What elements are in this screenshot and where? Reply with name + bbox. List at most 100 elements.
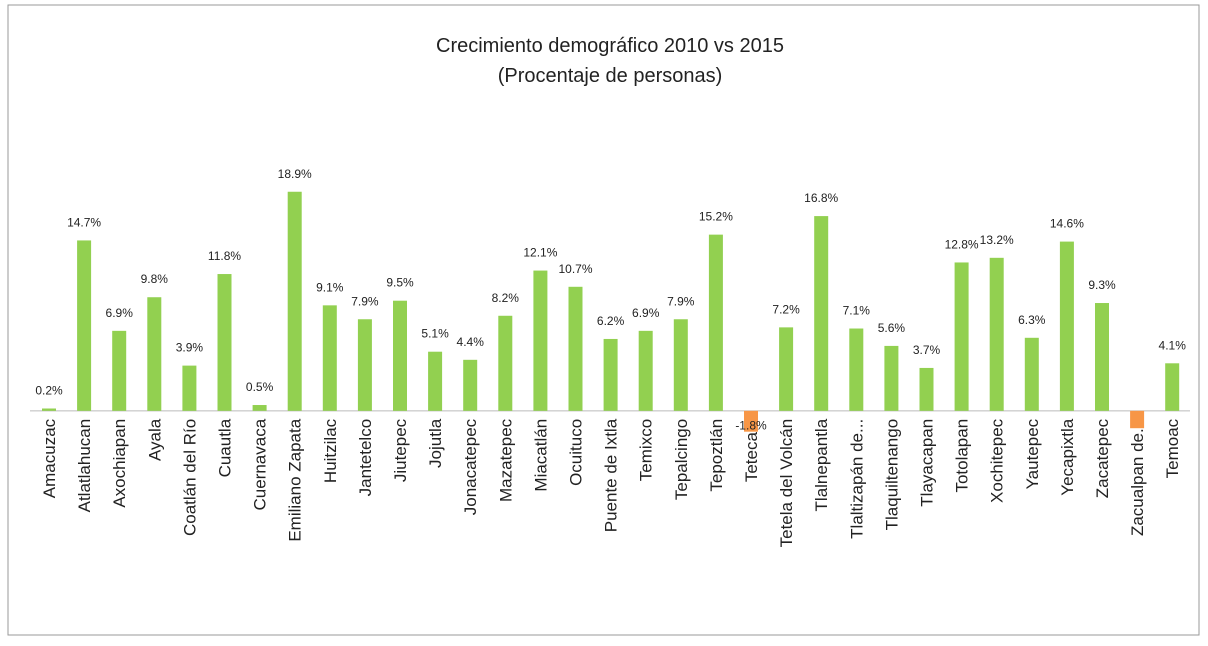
bar [112, 330, 127, 411]
x-tick-label: Tlaquiltenango [882, 419, 901, 531]
bar [603, 338, 618, 411]
data-label: 7.1% [843, 304, 871, 318]
x-tick-label: Yecapixtla [1058, 418, 1077, 495]
x-tick-label: Tetecala [742, 418, 761, 482]
data-label: 12.8% [945, 237, 979, 251]
x-tick-label: Yautepec [1023, 418, 1042, 489]
data-label: 6.9% [632, 306, 660, 320]
data-label: 8.2% [492, 291, 520, 305]
x-tick-label: Totolapan [953, 419, 972, 493]
data-label: 3.7% [913, 343, 941, 357]
x-tick-label: Cuernavaca [251, 418, 270, 510]
bar [357, 319, 372, 411]
x-tick-label: Xochitepec [988, 418, 1007, 503]
data-label: 11.8% [208, 249, 241, 263]
data-label: 14.7% [67, 215, 101, 229]
x-tick-label: Ayala [145, 418, 164, 461]
data-label: 9.1% [316, 280, 344, 294]
data-label: 0.5% [246, 380, 274, 394]
x-tick-label: Puente de Ixtla [602, 418, 621, 532]
x-tick-label: Ocuituco [567, 419, 586, 486]
data-label: 6.2% [597, 314, 625, 328]
x-tick-label: Temoac [1163, 418, 1182, 478]
bar [708, 234, 723, 411]
x-tick-label: Zacatepec [1093, 418, 1112, 498]
bar [814, 216, 829, 411]
x-tick-label: Jonacatepec [461, 418, 480, 515]
data-label: 7.9% [667, 294, 695, 308]
bar [1130, 410, 1145, 429]
bar [673, 319, 688, 411]
bar [463, 359, 478, 411]
bar [182, 365, 197, 411]
data-label: 16.8% [804, 191, 838, 205]
x-tick-label: Jantetelco [356, 419, 375, 497]
data-label: 12.1% [523, 246, 557, 260]
data-label: 4.1% [1159, 338, 1187, 352]
x-tick-label: Cuautla [216, 418, 235, 477]
x-tick-label: Tlayacapan [918, 419, 937, 507]
data-label: 5.6% [878, 321, 906, 335]
data-label: 9.5% [386, 276, 414, 290]
bar [1024, 337, 1039, 411]
bar [638, 330, 653, 411]
x-tick-label: Axochiapan [110, 419, 129, 508]
x-tick-label: Huitzilac [321, 418, 340, 483]
bar [1059, 241, 1074, 411]
x-tick-label: Tetela del Volcán [777, 419, 796, 548]
x-tick-label: Amacuzac [40, 418, 59, 498]
bar [42, 408, 56, 411]
bar [919, 367, 934, 411]
x-tick-label: Emiliano Zapata [286, 418, 305, 541]
data-label: 9.3% [1088, 278, 1116, 292]
bar [322, 305, 337, 411]
data-label: 3.9% [176, 341, 204, 355]
data-label: 7.2% [772, 302, 800, 316]
bar [989, 257, 1004, 411]
x-tick-label: Atlatlahucan [75, 419, 94, 513]
x-tick-label: Miacatlán [531, 419, 550, 492]
data-label: 0.2% [35, 384, 63, 398]
data-label: -1.8% [735, 419, 767, 433]
bar [217, 274, 232, 411]
chart-subtitle: (Procentaje de personas) [498, 65, 723, 87]
bar [533, 270, 548, 411]
bar [252, 405, 267, 411]
x-tick-label: Coatlán del Río [180, 419, 199, 536]
x-tick-label: Temixco [637, 419, 656, 481]
data-label: 4.4% [457, 335, 485, 349]
bar [393, 300, 407, 411]
x-tick-label: Mazatepec [496, 418, 515, 502]
data-label: 9.8% [141, 272, 169, 286]
bar [147, 297, 162, 411]
bar [954, 262, 969, 411]
x-tick-label: Tlaltizapán de... [847, 419, 866, 539]
data-label: 14.6% [1050, 217, 1084, 231]
bar [849, 328, 864, 411]
bar [428, 351, 443, 411]
bar [779, 327, 794, 411]
bar [1095, 303, 1109, 411]
chart-title: Crecimiento demográfico 2010 vs 2015 [436, 35, 784, 57]
bar [77, 240, 92, 411]
data-label: 15.2% [699, 210, 733, 224]
x-tick-label: Tepoztlán [707, 419, 726, 492]
bar [744, 410, 758, 432]
x-tick-label: Jojutla [426, 418, 445, 468]
x-tick-label: Tlalnepantla [812, 418, 831, 511]
bar [287, 191, 302, 411]
data-label: 13.2% [980, 233, 1014, 247]
x-tick-label: Zacualpan de... [1128, 419, 1147, 536]
bar [498, 315, 513, 411]
data-label: 18.9% [278, 167, 312, 181]
data-label: 7.9% [351, 294, 379, 308]
data-label: 10.7% [558, 262, 592, 276]
x-tick-label: Jiutepec [391, 418, 410, 482]
bar [1165, 363, 1180, 411]
bar [568, 286, 583, 411]
data-label: 6.9% [106, 306, 134, 320]
data-label: 6.3% [1018, 313, 1046, 327]
x-tick-label: Tepalcingo [672, 419, 691, 500]
bar [884, 345, 899, 411]
